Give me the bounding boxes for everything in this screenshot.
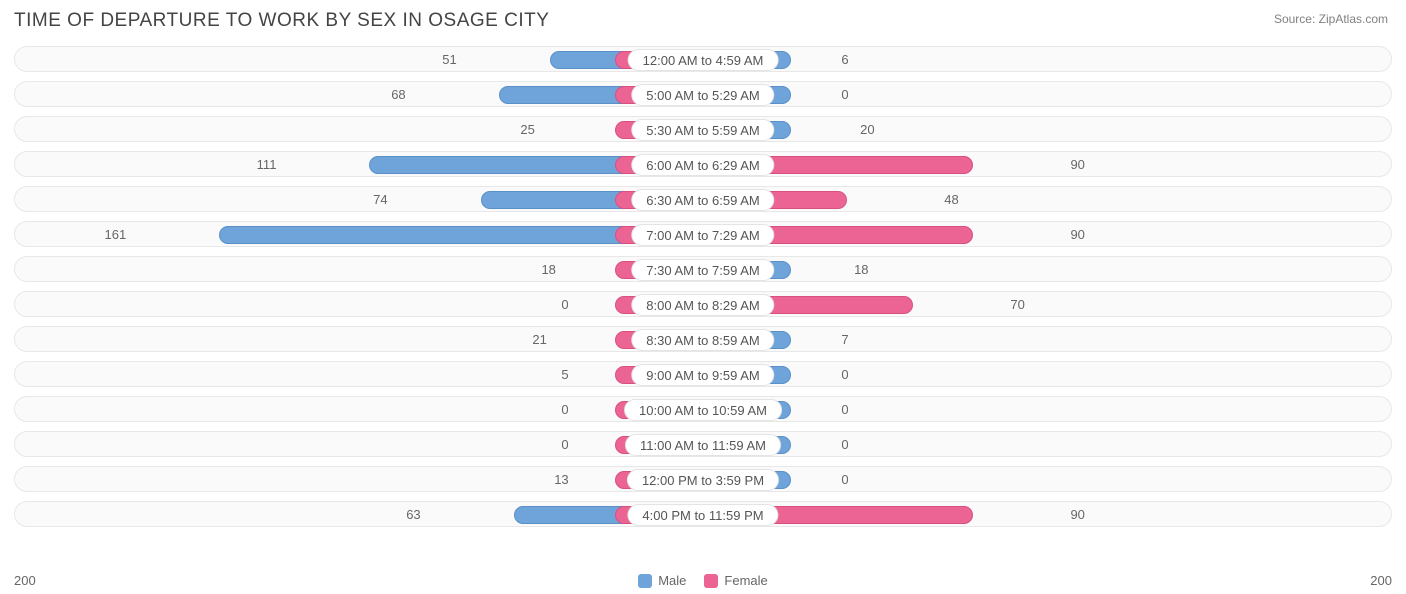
male-value: 0 [537,292,569,318]
male-value: 51 [425,47,457,73]
chart-row: 4:00 PM to 11:59 PM 63 90 [14,501,1392,527]
chart-row: 11:00 AM to 11:59 AM 0 0 [14,431,1392,457]
row-time-label: 8:30 AM to 8:59 AM [631,329,774,351]
chart-row: 5:30 AM to 5:59 AM 25 20 [14,116,1392,142]
chart-row: 8:30 AM to 8:59 AM 21 7 [14,326,1392,352]
row-time-label: 4:00 PM to 11:59 PM [627,504,778,526]
row-time-label: 10:00 AM to 10:59 AM [624,399,782,421]
male-value: 21 [515,327,547,353]
legend-male: Male [638,573,686,588]
male-value: 68 [374,82,406,108]
male-swatch-icon [638,574,652,588]
female-value: 0 [841,467,848,493]
female-value: 20 [860,117,874,143]
row-time-label: 7:30 AM to 7:59 AM [631,259,774,281]
male-value: 18 [524,257,556,283]
axis-right-label: 200 [1370,573,1392,588]
female-value: 18 [854,257,868,283]
axis-left-label: 200 [14,573,36,588]
row-time-label: 5:00 AM to 5:29 AM [631,84,774,106]
legend-female: Female [704,573,767,588]
female-value: 70 [1010,292,1024,318]
chart-row: 7:00 AM to 7:29 AM 161 90 [14,221,1392,247]
male-value: 161 [94,222,126,248]
male-value: 13 [537,467,569,493]
female-value: 48 [944,187,958,213]
row-time-label: 7:00 AM to 7:29 AM [631,224,774,246]
chart-row: 6:30 AM to 6:59 AM 74 48 [14,186,1392,212]
female-value: 7 [841,327,848,353]
row-time-label: 9:00 AM to 9:59 AM [631,364,774,386]
row-time-label: 8:00 AM to 8:29 AM [631,294,774,316]
female-swatch-icon [704,574,718,588]
chart-row: 8:00 AM to 8:29 AM 0 70 [14,291,1392,317]
female-value: 90 [1070,152,1084,178]
row-time-label: 11:00 AM to 11:59 AM [625,434,781,456]
female-value: 6 [841,47,848,73]
chart-row: 10:00 AM to 10:59 AM 0 0 [14,396,1392,422]
female-value: 90 [1070,222,1084,248]
male-value: 111 [244,152,276,178]
legend: Male Female [638,573,768,588]
male-value: 63 [389,502,421,528]
male-value: 74 [356,187,388,213]
female-value: 90 [1070,502,1084,528]
female-value: 0 [841,432,848,458]
female-value: 0 [841,82,848,108]
chart-row: 6:00 AM to 6:29 AM 111 90 [14,151,1392,177]
chart-row: 5:00 AM to 5:29 AM 68 0 [14,81,1392,107]
male-value: 25 [503,117,535,143]
chart-row: 7:30 AM to 7:59 AM 18 18 [14,256,1392,282]
legend-female-label: Female [724,573,767,588]
male-value: 0 [537,432,569,458]
chart-row: 12:00 PM to 3:59 PM 13 0 [14,466,1392,492]
row-time-label: 12:00 AM to 4:59 AM [628,49,779,71]
legend-male-label: Male [658,573,686,588]
row-time-label: 12:00 PM to 3:59 PM [627,469,779,491]
female-value: 0 [841,362,848,388]
male-value: 0 [537,397,569,423]
row-time-label: 6:00 AM to 6:29 AM [631,154,774,176]
chart-row: 9:00 AM to 9:59 AM 5 0 [14,361,1392,387]
chart-row: 12:00 AM to 4:59 AM 51 6 [14,46,1392,72]
female-value: 0 [841,397,848,423]
row-time-label: 5:30 AM to 5:59 AM [631,119,774,141]
male-value: 5 [537,362,569,388]
source-label: Source: ZipAtlas.com [1274,10,1392,26]
chart-title: TIME OF DEPARTURE TO WORK BY SEX IN OSAG… [14,10,549,32]
chart-area: 12:00 AM to 4:59 AM 51 6 5:00 AM to 5:29 AM… [14,46,1392,566]
row-time-label: 6:30 AM to 6:59 AM [631,189,774,211]
